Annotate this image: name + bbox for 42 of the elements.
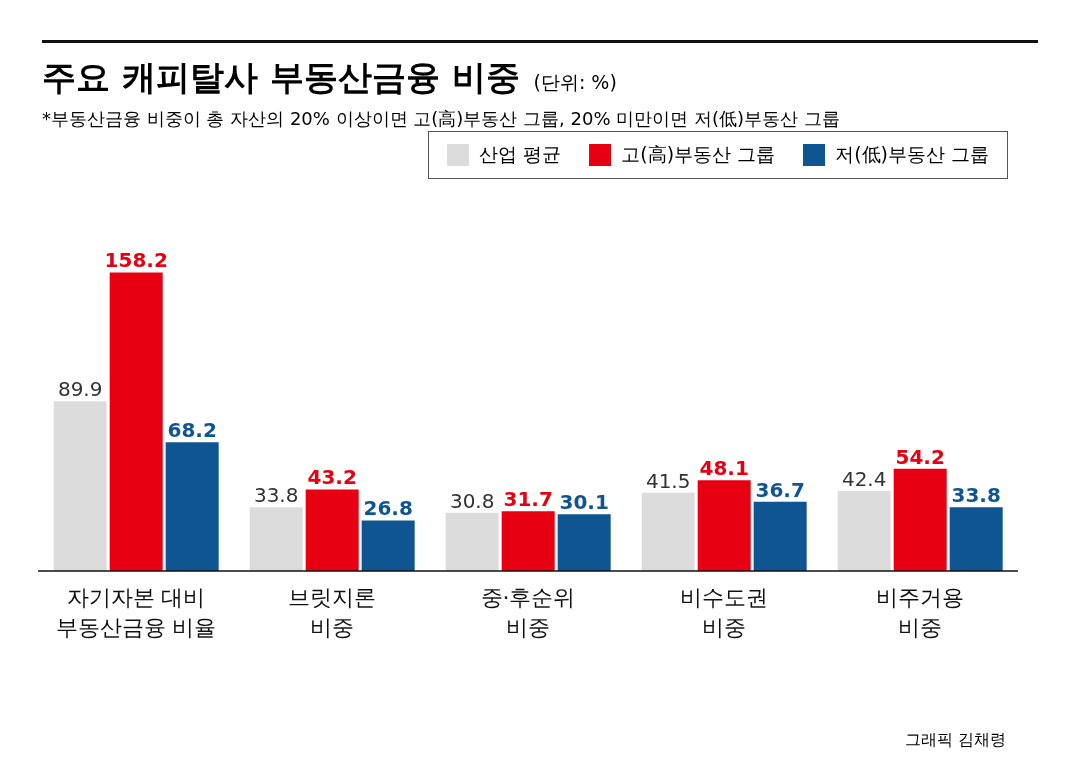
x-tick-label: 자기자본 대비 부동산금융 비율 (55, 585, 217, 640)
bar (641, 492, 695, 571)
bar (837, 490, 891, 571)
bar (305, 489, 359, 571)
data-label: 31.7 (503, 487, 553, 512)
bar (893, 468, 947, 571)
bar (109, 272, 163, 571)
text: 그래픽 김채령 (904, 730, 1006, 751)
x-tick-label: 비수도권 비중 (680, 585, 768, 640)
data-label: 42.4 (841, 466, 887, 491)
data-label: 30.1 (559, 490, 609, 515)
data-label: 89.9 (57, 377, 103, 402)
bar (753, 501, 807, 571)
chart-subtitle: (단위: %) (533, 71, 617, 93)
x-tick-label: 중·후순위 비중 (480, 585, 576, 640)
bar (949, 507, 1003, 571)
bar (361, 520, 415, 571)
data-label: 54.2 (895, 444, 945, 469)
data-label: 36.7 (755, 477, 805, 502)
data-label: 26.8 (363, 496, 413, 521)
bar (53, 401, 107, 571)
bar (697, 480, 751, 571)
bar (165, 442, 219, 571)
data-label: 68.2 (167, 418, 217, 443)
data-label: 41.5 (645, 468, 691, 493)
bar (249, 507, 303, 571)
x-tick-label: 브릿지론 비중 (288, 585, 376, 640)
x-tick-label: 비주거용 비중 (876, 585, 964, 640)
data-label: 33.8 (951, 483, 1001, 508)
bar (501, 511, 555, 571)
data-label: 48.1 (699, 456, 749, 481)
data-label: 30.8 (449, 488, 495, 513)
data-label: 43.2 (307, 465, 357, 490)
legend-label: 고(高)부동산 그룹 (620, 142, 776, 167)
legend-label: 저(低)부동산 그룹 (834, 142, 989, 167)
bar (557, 514, 611, 571)
chart-title: 주요 캐피탈사 부동산금융 비중 (42, 57, 520, 97)
bar (445, 512, 499, 571)
legend-label: 산업 평균 (478, 142, 562, 167)
data-label: 33.8 (253, 483, 299, 508)
text: *부동산금융 비중이 총 자산의 20% 이상이면 고(高)부동산 그룹, 20% 미만이면 저(低)부동산 그룹 (42, 107, 841, 131)
data-label: 158.2 (104, 248, 168, 273)
